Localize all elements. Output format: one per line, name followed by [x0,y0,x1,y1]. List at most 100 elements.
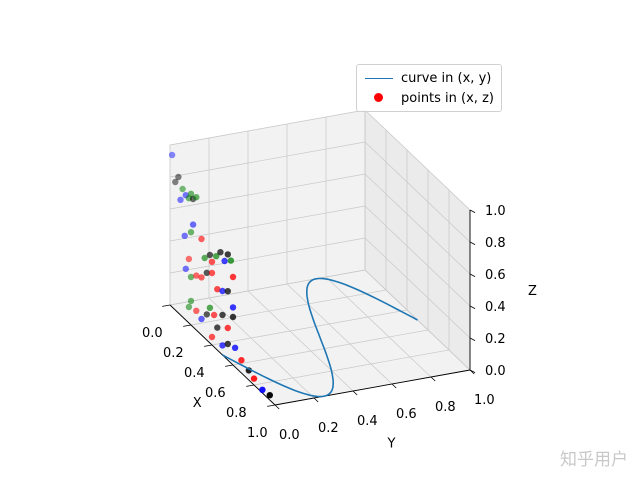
scatter-point [208,258,216,265]
x-tick [204,344,213,347]
scatter-point [219,311,226,319]
grid-line-y [325,117,432,378]
scatter-point [221,257,228,265]
scatter-point [198,235,205,243]
scatter-point [177,196,184,203]
scatter-point [201,254,208,262]
x-axis-label: X [193,396,202,411]
y-tick [391,383,397,389]
scatter-point [227,257,235,264]
legend-item-points: points in (x, z) [365,89,494,107]
watermark: 知乎用户 [560,450,628,470]
scatter-point [214,286,221,293]
scatter-point [208,269,216,277]
scatter-point [259,386,266,393]
scatter-point [219,342,226,349]
scatter-point [193,307,200,314]
scatter-point [203,311,210,318]
x-tick-label: 0.2 [163,346,184,361]
grid-line-y [247,131,354,392]
y-tick-label: 1.0 [474,393,495,408]
z-tick [469,273,476,278]
scatter-point [229,304,237,311]
z-axis-label: Z [528,284,537,299]
scatter-point [206,251,214,259]
y-tick [274,404,280,410]
scatter-point [219,287,226,295]
y-tick-label: 0.8 [435,400,456,415]
scatter-point [179,185,186,193]
z-tick-label: 0.6 [485,268,506,283]
x-tick [162,304,171,307]
legend-marker-swatch [365,93,393,103]
z-tick [469,209,476,214]
scatter-point [238,357,245,364]
y-tick-label: 0.2 [318,421,339,436]
y-tick-label: 0.6 [396,407,417,422]
scatter-point [185,255,193,263]
scatter-point [189,221,197,228]
x-tick [246,384,255,387]
scatter-point [198,274,205,281]
y-tick-label: 0.0 [279,428,300,443]
scatter-point [203,269,210,276]
y-tick [430,376,436,382]
scatter-point [224,251,231,258]
x-tick-label: 0.6 [205,386,226,401]
z-tick-label: 0.8 [485,236,506,251]
x-tick-label: 0.4 [184,366,205,381]
scatter-point [231,344,239,351]
x-tick [225,364,234,367]
scatter-point [198,315,205,323]
scatter-point [175,173,182,181]
scatter-point [193,272,200,279]
grid-line-y [364,110,471,371]
y-tick [313,397,319,403]
y-axis-label: Y [387,437,396,452]
x-tick-label: 1.0 [247,426,268,441]
scatter-point [250,375,258,382]
z-tick [469,241,476,246]
scatter-point [213,253,220,260]
legend-line-swatch [365,77,393,79]
scatter-point [185,303,193,311]
scatter-point [224,324,231,332]
legend-item-curve: curve in (x, y) [365,69,491,87]
data-series [168,151,418,399]
scatter-point [206,304,214,311]
grid-line-y [286,124,393,385]
z-tick-label: 0.0 [485,364,506,379]
z-tick-label: 0.2 [485,332,506,347]
scatter-point [187,273,195,281]
scatter-point [208,333,216,341]
scatter-point [229,313,237,321]
scatter-point [217,249,224,256]
z-tick [469,369,476,374]
tick-labels: 0.00.20.40.60.81.0 0.0 0.2 0.4 0.6 0.8 1.00.00… [142,204,506,443]
y-tick [352,390,358,396]
scatter-point [193,194,200,201]
z-tick [469,337,476,342]
x-tick-label: 0.8 [226,406,247,421]
axis-labels: X Y Z [193,284,537,452]
x-tick-label: 0.0 [142,326,163,341]
legend-label-points: points in (x, z) [401,90,494,106]
scatter-point [187,297,195,305]
scatter-point [210,311,218,319]
z-tick-label: 0.4 [485,300,506,315]
z-tick-label: 1.0 [485,204,506,219]
scatter-point [266,392,273,399]
x-tick [183,324,192,327]
scatter-point [181,232,188,239]
z-tick [469,305,476,310]
x-tick [267,404,276,407]
scatter-point [187,190,195,197]
scatter-point [214,324,221,331]
tick-marks [162,209,476,410]
scatter-point [229,273,237,281]
scatter-point [187,229,195,236]
scatter-point [224,288,231,295]
y-axis-line [274,369,471,406]
